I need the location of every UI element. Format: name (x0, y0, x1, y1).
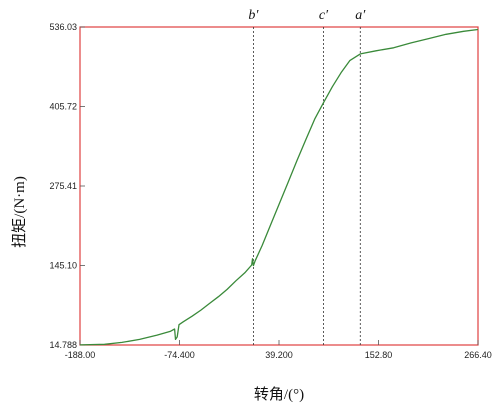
y-axis-label: 扭矩/(N·m) (11, 176, 28, 248)
y-tick-label: 275.41 (49, 181, 77, 191)
y-tick-label: 536.03 (49, 22, 77, 32)
marker-label: c′ (319, 8, 329, 23)
y-tick-label: 14.788 (49, 340, 77, 350)
x-tick-label: -74.400 (164, 350, 195, 360)
plot-frame (79, 26, 479, 346)
y-axis: 14.788 145.10 275.41 405.72 536.03 (49, 22, 85, 350)
x-axis-label: 转角/(°) (254, 386, 304, 403)
y-tick-label: 405.72 (49, 102, 77, 112)
x-tick-label: 39.200 (265, 350, 293, 360)
x-axis: -188.00 -74.400 39.200 152.80 266.40 (65, 340, 492, 360)
series-line (79, 28, 479, 346)
x-tick-label: 152.80 (365, 350, 393, 360)
y-tick-label: 145.10 (49, 261, 77, 271)
x-tick-label: 266.40 (464, 350, 492, 360)
markers: b′ c′ a′ (248, 8, 366, 345)
marker-label: b′ (248, 8, 259, 23)
marker-label: a′ (355, 8, 366, 23)
x-tick-label: -188.00 (65, 350, 96, 360)
